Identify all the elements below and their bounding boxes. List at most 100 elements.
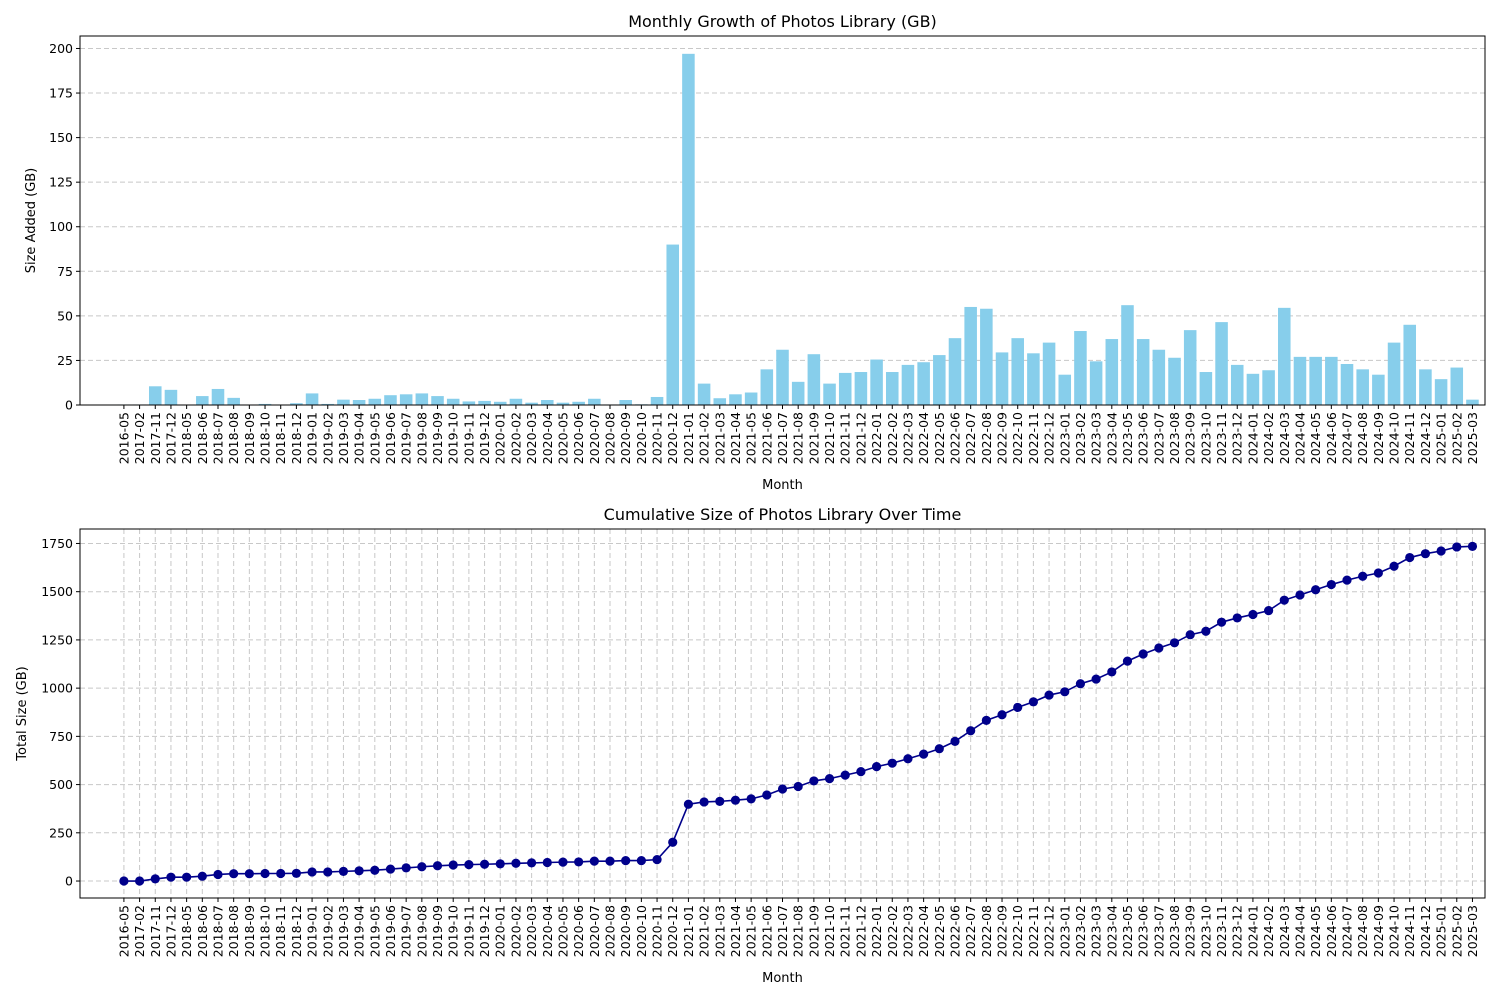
y-tick-label: 150 xyxy=(49,130,73,145)
bar xyxy=(509,398,523,405)
x-tick-label: 2020-06 xyxy=(571,412,586,464)
data-point xyxy=(950,736,960,746)
x-tick-label: 2016-05 xyxy=(116,905,131,957)
x-tick-label: 2018-08 xyxy=(226,905,241,957)
x-tick-label: 2024-12 xyxy=(1418,905,1433,957)
x-tick-label: 2020-10 xyxy=(634,412,649,464)
bar xyxy=(885,372,899,405)
x-tick-label: 2021-06 xyxy=(759,905,774,957)
data-point xyxy=(1264,605,1274,616)
bar xyxy=(1121,305,1134,405)
x-tick-label: 2018-12 xyxy=(289,412,304,464)
x-tick-label: 2019-05 xyxy=(367,412,382,464)
x-tick-label: 2017-12 xyxy=(163,905,178,957)
bar xyxy=(1262,370,1275,405)
bar xyxy=(697,383,711,405)
data-point xyxy=(903,754,913,764)
x-tick-label: 2019-02 xyxy=(320,905,335,957)
x-tick-label: 2019-01 xyxy=(305,412,320,464)
x-tick-label: 2024-11 xyxy=(1402,412,1417,464)
x-tick-label: 2019-09 xyxy=(430,905,445,957)
bar xyxy=(1230,364,1244,405)
bar xyxy=(1089,361,1103,405)
x-tick-label: 2020-01 xyxy=(493,905,508,957)
x-tick-label: 2024-04 xyxy=(1292,905,1307,957)
data-point xyxy=(1373,568,1383,578)
x-tick-label: 2022-10 xyxy=(1010,905,1025,957)
bar xyxy=(1403,324,1417,405)
data-point xyxy=(605,856,615,866)
bars xyxy=(117,53,1479,406)
x-tick-label: 2020-09 xyxy=(618,905,633,957)
data-point xyxy=(1075,679,1086,689)
bar xyxy=(1246,373,1260,405)
data-point xyxy=(307,867,317,877)
bar xyxy=(337,399,350,405)
x-tick-label: 2019-12 xyxy=(477,905,492,957)
data-point xyxy=(1420,549,1431,559)
x-tick-label: 2022-01 xyxy=(869,905,884,957)
x-tick-label: 2022-09 xyxy=(995,905,1010,957)
x-tick-label: 2023-05 xyxy=(1120,412,1135,464)
data-point xyxy=(417,862,427,872)
x-tick-label: 2021-03 xyxy=(712,905,727,957)
x-tick-label: 2020-07 xyxy=(587,412,602,464)
x-tick-label: 2018-07 xyxy=(210,905,225,957)
data-point xyxy=(1452,542,1462,552)
bar xyxy=(1278,307,1291,405)
bar xyxy=(933,355,946,405)
data-point xyxy=(1232,613,1242,623)
x-tick-label: 2022-04 xyxy=(916,905,931,957)
x-tick-label: 2022-01 xyxy=(869,412,884,464)
y-tick-label: 0 xyxy=(65,398,73,413)
data-point xyxy=(871,762,882,772)
x-tick-label: 2024-05 xyxy=(1308,412,1323,464)
bar xyxy=(164,389,178,405)
data-point xyxy=(1013,702,1023,713)
x-tick-label: 2019-01 xyxy=(305,905,320,957)
x-tick-label: 2019-10 xyxy=(446,905,461,957)
x-tick-label: 2022-05 xyxy=(932,905,947,957)
bar xyxy=(572,401,585,405)
x-tick-label: 2022-07 xyxy=(963,412,978,464)
x-tick-label: 2021-12 xyxy=(853,905,868,957)
x-tick-label: 2018-06 xyxy=(195,412,210,464)
y-tick-label: 1500 xyxy=(41,584,73,599)
x-tick-label: 2022-11 xyxy=(1026,905,1041,957)
bar xyxy=(1215,322,1228,405)
x-tick-label: 2023-04 xyxy=(1104,905,1119,957)
y-axis: 0 250 500 750 1000 1250 1500 1750 xyxy=(41,536,80,889)
data-point xyxy=(1436,546,1446,556)
x-tick-label: 2021-10 xyxy=(822,905,837,957)
data-point xyxy=(715,796,725,806)
monthly-growth-chart: Monthly Growth of Photos Library (GB) 0 2… xyxy=(24,12,1486,493)
bar xyxy=(1387,342,1401,405)
bar xyxy=(1042,342,1056,405)
x-tick-label: 2017-02 xyxy=(132,412,147,464)
bar xyxy=(258,403,272,405)
data-point xyxy=(527,858,537,868)
x-tick-label: 2021-05 xyxy=(744,905,759,957)
x-tick-label: 2020-09 xyxy=(618,412,633,464)
x-tick-label: 2020-11 xyxy=(650,905,665,957)
x-tick-label: 2023-08 xyxy=(1167,905,1182,957)
y-axis: 0 25 50 75 100 125 150 175 200 xyxy=(49,41,80,413)
bar xyxy=(148,386,162,405)
x-tick-label: 2018-11 xyxy=(273,412,288,464)
x-tick-label: 2020-12 xyxy=(665,412,680,464)
bar xyxy=(493,401,507,405)
bar xyxy=(290,403,303,405)
x-tick-label: 2023-01 xyxy=(1057,905,1072,957)
bar xyxy=(744,392,758,405)
x-tick-label: 2022-11 xyxy=(1026,412,1041,464)
y-tick-label: 50 xyxy=(57,308,73,323)
data-point xyxy=(1248,609,1258,620)
x-tick-label: 2019-06 xyxy=(383,412,398,464)
x-tick-label: 2025-01 xyxy=(1434,412,1449,464)
x-tick-label: 2019-03 xyxy=(336,905,351,957)
x-tick-label: 2023-12 xyxy=(1230,412,1245,464)
data-point xyxy=(919,749,929,759)
x-tick-label: 2021-02 xyxy=(697,905,712,957)
y-tick-label: 75 xyxy=(57,264,73,279)
data-point xyxy=(323,867,333,877)
